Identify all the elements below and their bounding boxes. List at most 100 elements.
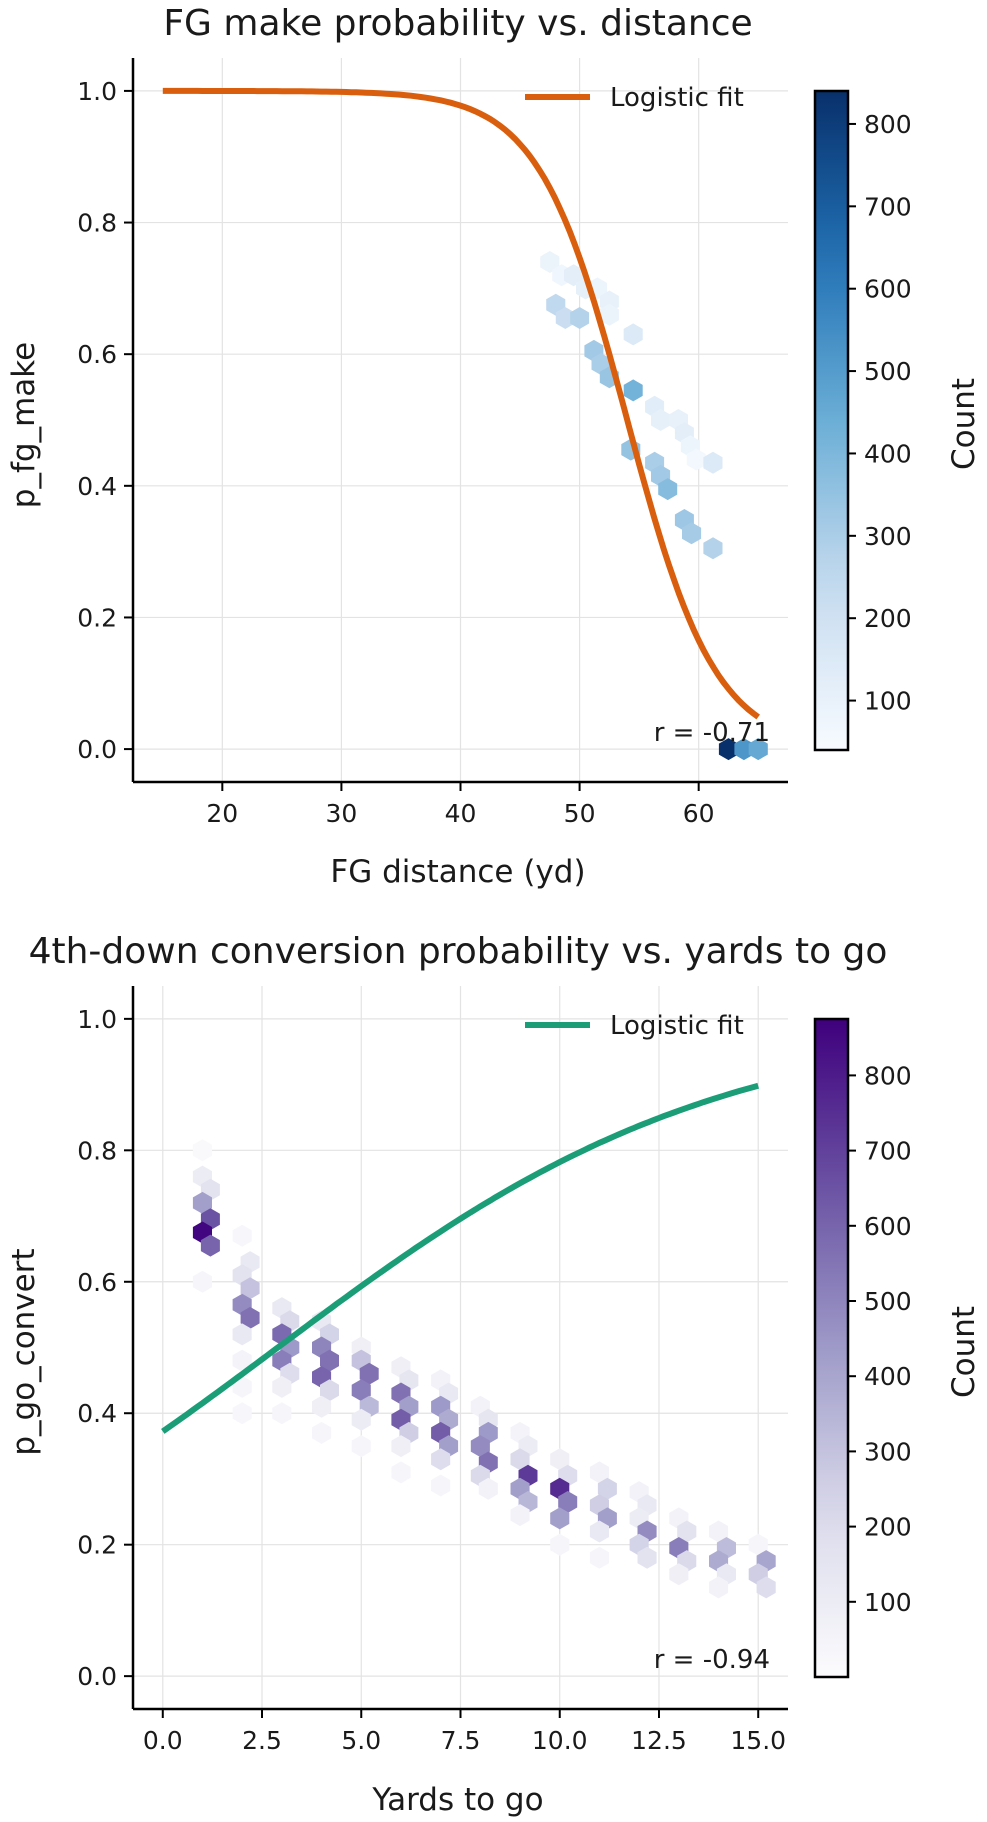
hexbin-cell <box>589 1520 609 1543</box>
fg-legend: Logistic fit <box>525 83 744 113</box>
hexbin-cell <box>272 1402 292 1425</box>
hexbin-cell <box>391 1435 411 1458</box>
colorbar-tick-label: 400 <box>864 439 912 468</box>
hexbin-cell <box>623 323 643 346</box>
hexbin-cell <box>709 1520 729 1543</box>
hexbin-cell <box>192 1139 212 1162</box>
colorbar-tick-label: 200 <box>864 604 912 633</box>
hexbin-cell <box>599 303 619 326</box>
go-legend: Logistic fit <box>525 1011 744 1041</box>
fg-logistic-fit-line <box>162 87 760 720</box>
colorbar-gradient <box>813 1017 850 1679</box>
x-tick-label: 30 <box>326 799 358 828</box>
hexbin-cell <box>391 1461 411 1484</box>
hexbin-cell <box>597 1477 617 1500</box>
fg-chart-title: FG make probability vs. distance <box>163 3 752 44</box>
colorbar-tick-label: 800 <box>864 1061 912 1090</box>
hexbin-cell <box>240 1306 260 1329</box>
hexbin-cell <box>550 1533 570 1556</box>
x-tick-label: 10.0 <box>532 1726 588 1755</box>
go-ticks: 0.0 2.5 5.0 7.5 10.0 12.5 15.0 0.0 0.2 0.4 0.6 0.8 1… <box>77 1005 786 1755</box>
hexbin-cell <box>232 1323 252 1346</box>
y-tick-label: 0.8 <box>77 1136 117 1165</box>
colorbar-tick-label: 300 <box>864 522 912 551</box>
hexbin-cell <box>570 307 590 329</box>
colorbar-tick-label: 700 <box>864 192 912 221</box>
hexbin-cell <box>637 1546 657 1569</box>
hexbin-cell <box>658 478 678 501</box>
hexbin-cell <box>351 1435 371 1458</box>
hexbin-cell <box>550 1448 570 1471</box>
hexbin-cell <box>540 251 560 273</box>
colorbar-tick-label: 500 <box>864 1287 912 1316</box>
hexbin-cell <box>232 1375 252 1398</box>
hexbin-cell <box>510 1448 530 1471</box>
colorbar-tick-label: 700 <box>864 1137 912 1166</box>
hexbin-cell <box>359 1362 379 1385</box>
hexbin-cell <box>550 1507 570 1530</box>
y-tick-label: 0.0 <box>77 735 117 764</box>
hexbin-cell <box>272 1375 292 1398</box>
x-tick-label: 5.0 <box>341 1726 381 1755</box>
y-tick-label: 1.0 <box>77 77 117 106</box>
hexbin-cell <box>232 1224 252 1247</box>
colorbar-tick-label: 100 <box>864 1588 912 1617</box>
hexbin-cell <box>478 1477 498 1500</box>
go-convert-panel: 4th-down conversion probability vs. yard… <box>6 931 982 1818</box>
colorbar-gradient <box>813 89 850 752</box>
hexbin-cell <box>677 1520 697 1543</box>
colorbar-tick-label: 600 <box>864 275 912 304</box>
hexbin-cell <box>669 1563 689 1586</box>
fg-correlation-annotation: r = -0.71 <box>654 718 770 748</box>
y-tick-label: 0.8 <box>77 209 117 238</box>
fg-make-panel: FG make probability vs. distance 20 30 40 5… <box>6 3 982 890</box>
hexbin-cell <box>748 738 768 761</box>
hexbin-cell <box>192 1191 212 1214</box>
colorbar-tick-label: 500 <box>864 357 912 386</box>
x-tick-label: 50 <box>564 799 596 828</box>
y-tick-label: 0.6 <box>77 1268 117 1297</box>
colorbar-tick-label: 400 <box>864 1362 912 1391</box>
hexbin-cell <box>564 264 584 287</box>
hexbin-cell <box>192 1270 212 1293</box>
colorbar-tick-label: 300 <box>864 1437 912 1466</box>
y-tick-label: 0.0 <box>77 1662 117 1691</box>
go-x-axis-label: Yards to go <box>371 1782 543 1818</box>
hexbin-cell <box>240 1277 260 1300</box>
fg-legend-label: Logistic fit <box>610 83 744 113</box>
colorbar-tick-label: 200 <box>864 1513 912 1542</box>
x-tick-label: 40 <box>445 799 477 828</box>
hexbin-cell <box>589 1461 609 1484</box>
hexbin-cell <box>312 1421 332 1444</box>
hexbin-cell <box>718 738 738 761</box>
go-logistic-fit-line <box>161 1082 760 1434</box>
x-tick-label: 15.0 <box>730 1726 786 1755</box>
x-tick-label: 20 <box>206 799 238 828</box>
hexbin-cell <box>351 1379 371 1402</box>
x-tick-label: 7.5 <box>441 1726 481 1755</box>
y-tick-label: 1.0 <box>77 1005 117 1034</box>
y-tick-label: 0.4 <box>77 1399 117 1428</box>
hexbin-cell <box>470 1435 490 1458</box>
colorbar-tick-label: 800 <box>864 110 912 139</box>
y-tick-label: 0.2 <box>77 1531 117 1560</box>
fg-colorbar: 100 200 300 400 500 600 700 800 <box>813 89 912 752</box>
colorbar-tick-label: 100 <box>864 687 912 716</box>
x-tick-label: 0.0 <box>143 1726 183 1755</box>
go-gridlines <box>133 986 788 1709</box>
colorbar-tick-label: 600 <box>864 1212 912 1241</box>
y-tick-label: 0.6 <box>77 340 117 369</box>
y-tick-label: 0.2 <box>77 603 117 632</box>
go-y-axis-label: p_go_convert <box>6 1248 42 1455</box>
hexbin-cell <box>709 1576 729 1599</box>
hexbin-cell <box>320 1379 339 1402</box>
hexbin-cell <box>682 522 702 545</box>
hexbin-cell <box>431 1448 451 1471</box>
go-colorbar: 100 200 300 400 500 600 700 800 <box>813 1017 912 1679</box>
hexbin-cell <box>320 1349 339 1372</box>
hexbin-cell <box>312 1395 332 1418</box>
y-tick-label: 0.4 <box>77 472 117 501</box>
hexbin-cell <box>200 1234 220 1257</box>
hexbin-cell <box>623 379 643 402</box>
hexbin-cell <box>748 1533 768 1556</box>
